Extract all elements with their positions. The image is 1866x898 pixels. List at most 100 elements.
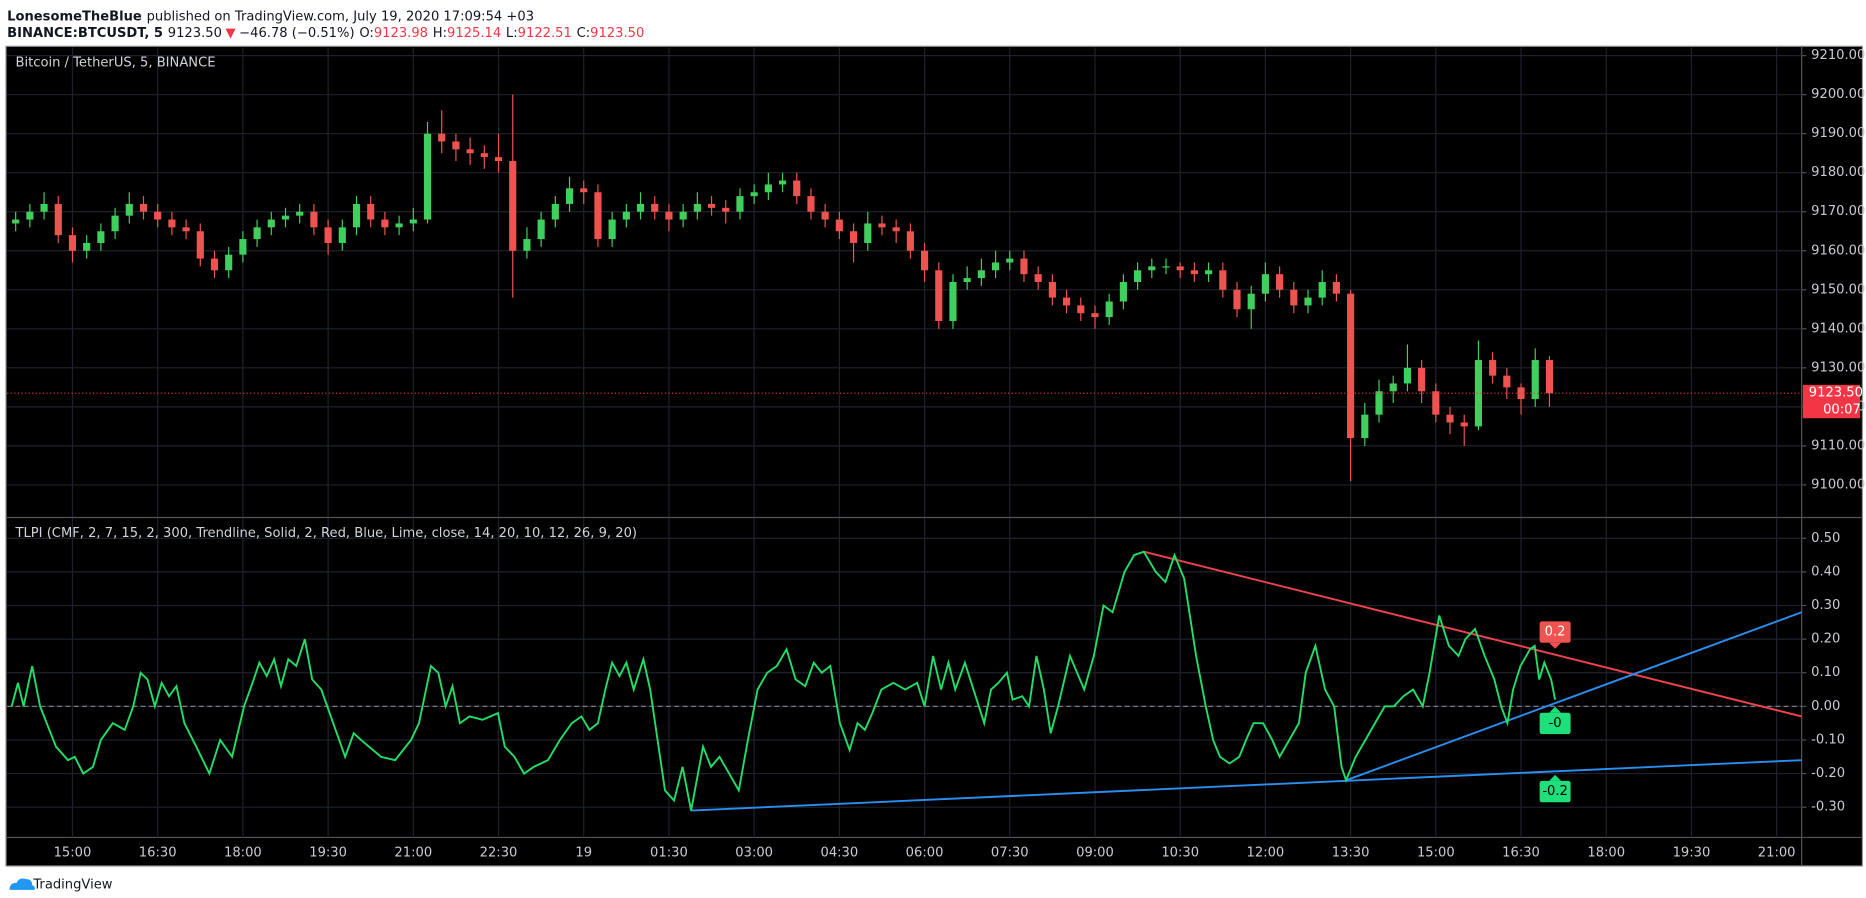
candle-body xyxy=(977,270,985,279)
trendline-label-box xyxy=(1539,780,1571,803)
candle-body xyxy=(310,211,318,228)
y-tick-label: 9190.00 xyxy=(1811,126,1865,141)
chart-area xyxy=(5,45,1864,867)
candle-body xyxy=(26,211,34,220)
last-price-box xyxy=(1802,384,1861,419)
candle-body xyxy=(40,203,48,212)
candle-body xyxy=(722,207,730,212)
trendline xyxy=(691,759,1802,812)
candle-body xyxy=(367,203,375,220)
candle-body xyxy=(381,219,389,228)
candle-body xyxy=(296,211,304,216)
candle-body xyxy=(438,133,446,142)
logo-icon xyxy=(9,878,35,890)
candle-body xyxy=(665,211,673,220)
candle-body xyxy=(54,203,62,236)
x-tick-label: 18:00 xyxy=(224,845,262,860)
ohlc-value: 9125.14 xyxy=(447,26,501,41)
candle-body xyxy=(551,203,559,220)
y-tick-label: 9180.00 xyxy=(1811,165,1865,180)
candle-body xyxy=(68,235,77,251)
pane-title: TLPI (CMF, 2, 7, 15, 2, 300, Trendline, … xyxy=(14,526,637,541)
candle-body xyxy=(324,227,332,243)
trendline-label-pointer xyxy=(1549,774,1562,781)
y-tick-label: 0.30 xyxy=(1811,598,1840,613)
indicator-line xyxy=(10,550,1557,811)
y-tick-label: 0.40 xyxy=(1811,564,1840,579)
candle-body xyxy=(1446,414,1454,423)
candle-body xyxy=(1190,270,1198,275)
candle-body xyxy=(83,242,91,251)
candle-body xyxy=(182,227,190,232)
candle-body xyxy=(1503,375,1511,388)
candle-body xyxy=(1247,293,1255,310)
candle-body xyxy=(523,239,531,251)
candle-body xyxy=(111,215,119,232)
trendline xyxy=(1143,550,1802,718)
candle-body xyxy=(764,184,772,193)
candle-body xyxy=(1034,274,1042,282)
candle-body xyxy=(594,192,602,240)
candle-body xyxy=(125,203,133,216)
candle-body xyxy=(1119,281,1127,302)
price: 9123.50 xyxy=(168,26,222,41)
candle-body xyxy=(679,211,687,220)
candle-body xyxy=(509,161,517,251)
y-tick-label: 9200.00 xyxy=(1811,87,1865,102)
x-tick-label: 07:30 xyxy=(991,845,1029,860)
candle-body xyxy=(168,219,176,228)
x-tick-label: 13:30 xyxy=(1332,845,1370,860)
y-tick-label: 9100.00 xyxy=(1811,477,1865,492)
candle-body xyxy=(935,270,943,322)
candle-body xyxy=(12,219,20,224)
candle-body xyxy=(1105,301,1113,318)
x-tick-label: 21:00 xyxy=(1758,845,1796,860)
y-tick-label: -0.10 xyxy=(1811,732,1845,747)
x-tick-label: 16:30 xyxy=(139,845,177,860)
candle-body xyxy=(1290,289,1298,306)
candle-body xyxy=(97,231,105,243)
ohlc-value: 9123.98 xyxy=(374,26,428,41)
x-tick-label: 21:00 xyxy=(394,845,432,860)
candle-body xyxy=(793,180,801,197)
y-tick-label: 9140.00 xyxy=(1811,321,1865,336)
candle-body xyxy=(1545,360,1554,394)
candle-body xyxy=(480,153,488,158)
y-tick-label: 9110.00 xyxy=(1811,438,1865,453)
candle-body xyxy=(580,188,588,193)
candle-body xyxy=(1403,367,1411,384)
candle-body xyxy=(452,141,460,150)
trendline-label-pointer xyxy=(1549,706,1562,713)
x-tick-label: 15:00 xyxy=(54,845,92,860)
trendline-label-pointer xyxy=(1549,642,1562,649)
change: −46.78 (−0.51%) xyxy=(239,26,354,41)
candle-body xyxy=(821,211,829,220)
candle-body xyxy=(1531,360,1539,400)
candle-body xyxy=(1304,297,1312,306)
pane-title: Bitcoin / TetherUS, 5, BINANCE xyxy=(15,55,215,70)
candle-body xyxy=(1460,422,1468,427)
ohlc-value: 9123.50 xyxy=(590,26,644,41)
candle-body xyxy=(1318,281,1326,298)
trendline-label-box xyxy=(1539,712,1571,735)
candle-body xyxy=(338,227,346,243)
x-tick-label: 03:00 xyxy=(735,845,773,860)
candle-body xyxy=(1332,281,1340,294)
candle-body xyxy=(253,227,261,240)
candle-body xyxy=(1176,266,1184,271)
candle-body xyxy=(210,258,219,271)
candle-body xyxy=(196,231,204,259)
candle-body xyxy=(807,196,815,212)
candle-body xyxy=(423,133,432,220)
candle-body xyxy=(992,262,1000,271)
candle-body xyxy=(1432,391,1440,415)
ohlc-value: 9122.51 xyxy=(518,26,572,41)
candle-body xyxy=(1474,360,1483,427)
candle-body xyxy=(494,157,503,162)
publish-line: LonesomeTheBlue published on TradingView.… xyxy=(7,9,534,24)
candle-body xyxy=(409,219,417,224)
candle-body xyxy=(395,223,403,228)
author: LonesomeTheBlue xyxy=(7,9,142,24)
